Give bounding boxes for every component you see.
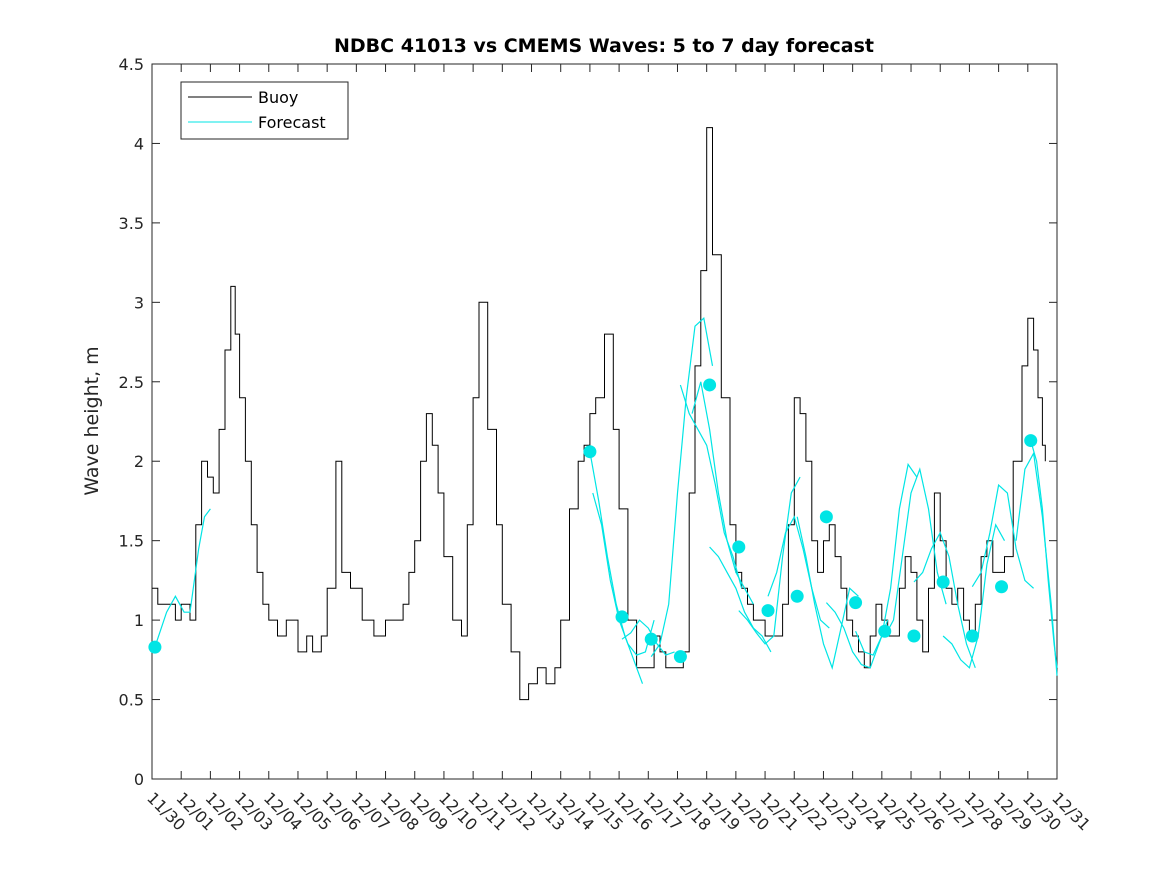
legend-label-forecast: Forecast <box>258 113 326 132</box>
forecast-marker <box>703 378 717 392</box>
y-tick-label: 1 <box>134 611 144 630</box>
y-tick-label: 4.5 <box>119 55 144 74</box>
y-axis-label: Wave height, m <box>81 346 103 495</box>
y-axis: 0 0.5 1 1.5 2 2.5 3 3.5 4 4.5 <box>119 55 1057 789</box>
forecast-line <box>621 619 675 656</box>
buoy-line <box>152 127 1046 701</box>
forecast-line <box>589 451 644 684</box>
series-forecast <box>154 317 1058 684</box>
forecast-marker <box>965 629 979 643</box>
plot-area: 00.511.522.533.544.5 11/3012/0112/0212/0… <box>119 55 1095 834</box>
forecast-marker <box>673 650 687 664</box>
forecast-marker <box>995 580 1009 594</box>
y-tick-label: 0 <box>134 770 144 789</box>
forecast-line <box>855 462 918 656</box>
y-tick-label: 4 <box>134 134 144 153</box>
forecast-marker <box>1024 434 1038 448</box>
y-tick-label: 3 <box>134 293 144 312</box>
legend-label-buoy: Buoy <box>258 88 298 107</box>
y-tick-label: 2 <box>134 452 144 471</box>
forecast-line <box>884 467 947 637</box>
forecast-line <box>691 381 754 605</box>
forecast-marker <box>878 624 892 638</box>
y-tick-label: 0.5 <box>119 691 144 710</box>
forecast-marker <box>761 604 775 618</box>
forecast-marker <box>819 510 833 524</box>
forecast-line <box>650 317 714 658</box>
forecast-marker <box>148 640 162 654</box>
legend: Buoy Forecast <box>180 81 349 140</box>
series-buoy <box>152 127 1046 701</box>
forecast-line <box>592 492 655 656</box>
forecast-line <box>971 483 1035 589</box>
forecast-line <box>1030 440 1058 668</box>
forecast-line <box>709 546 772 653</box>
forecast-marker <box>583 445 597 459</box>
forecast-line <box>1015 451 1058 676</box>
forecast-line <box>679 384 743 589</box>
forecast-line <box>154 508 211 648</box>
forecast-line <box>796 516 859 670</box>
legend-box <box>180 81 349 140</box>
forecast-line <box>825 602 889 669</box>
forecast-marker <box>732 540 746 554</box>
y-tick-label: 1.5 <box>119 532 144 551</box>
forecast-marker <box>849 596 863 610</box>
forecast-markers <box>148 378 1038 664</box>
forecast-line <box>942 523 1006 669</box>
forecast-line <box>738 476 801 645</box>
forecast-marker <box>644 632 658 646</box>
chart-title: NDBC 41013 vs CMEMS Waves: 5 to 7 day fo… <box>334 35 874 57</box>
forecast-marker <box>615 610 629 624</box>
forecast-line <box>913 531 976 669</box>
forecast-marker <box>790 589 804 603</box>
y-tick-label: 2.5 <box>119 373 144 392</box>
forecast-marker <box>907 629 921 643</box>
y-tick-label: 3.5 <box>119 214 144 233</box>
forecast-line <box>767 515 830 629</box>
forecast-marker <box>936 575 950 589</box>
plot-frame <box>151 63 1058 780</box>
